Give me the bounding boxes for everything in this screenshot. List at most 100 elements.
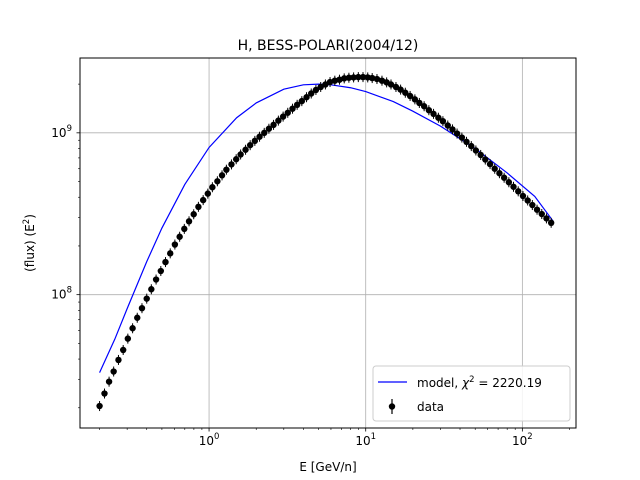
legend-model-value: = 2220.19 [475, 376, 542, 390]
data-point [416, 99, 423, 107]
data-point [359, 73, 367, 81]
data-point [373, 75, 381, 83]
data-point [439, 117, 447, 125]
data-point [397, 86, 404, 93]
data-point [162, 258, 169, 266]
data-point [157, 267, 165, 275]
data-point [138, 304, 146, 312]
data-point [482, 156, 489, 163]
data-point [167, 250, 174, 257]
data-point [430, 110, 437, 118]
data-point [519, 192, 527, 200]
y-tick-label: 109 [51, 124, 72, 140]
data-point [486, 160, 494, 168]
data-point [345, 74, 353, 81]
data-point [209, 184, 216, 191]
data-point [134, 314, 141, 321]
data-point [402, 89, 409, 96]
data-point [214, 178, 221, 185]
data-point [529, 201, 536, 209]
data-point [477, 151, 484, 159]
data-point [143, 295, 150, 302]
data-point [265, 125, 273, 132]
data-point [533, 206, 541, 213]
data-point [435, 114, 442, 121]
data-point [96, 402, 103, 410]
data-point [312, 86, 320, 94]
chart-title: H, BESS-POLARI(2004/12) [238, 38, 419, 54]
data-point [350, 74, 357, 81]
legend-model-label: model, χ2 = 2220.19 [417, 375, 542, 390]
data-point [195, 203, 202, 211]
data-point [543, 215, 550, 222]
data-point [444, 122, 451, 129]
data-point [472, 147, 480, 154]
data-point [105, 378, 113, 385]
data-point [341, 75, 348, 82]
plot-series [96, 72, 555, 412]
legend-model-text: model, [417, 376, 462, 390]
data-point [228, 161, 235, 168]
data-point [190, 211, 197, 218]
data-point [547, 219, 555, 227]
data-point [298, 97, 306, 105]
data-point [242, 146, 249, 153]
data-point [411, 96, 419, 103]
data-point [232, 156, 240, 163]
axis-ticks: 100 101 102 108 109 [51, 83, 570, 448]
data-point [368, 74, 376, 82]
plot-frame [79, 57, 577, 429]
data-point [119, 346, 127, 354]
data-point [204, 190, 212, 197]
data-point [308, 90, 315, 97]
data-point [453, 130, 461, 137]
data-point [279, 113, 287, 120]
y-axis-label: (flux) (E2) [22, 214, 37, 272]
legend-data-label: data [417, 400, 444, 414]
legend-chi-symbol: χ [461, 376, 470, 390]
data-point [148, 286, 155, 293]
data-point [256, 133, 263, 140]
data-point [185, 218, 193, 225]
data-point [129, 325, 136, 332]
data-point [387, 81, 395, 88]
data-point [449, 126, 456, 133]
data-point [176, 233, 183, 240]
data-point [538, 210, 545, 218]
y-axis-label-close: ) [23, 214, 37, 219]
data-point [463, 138, 470, 146]
data-point [496, 170, 503, 177]
data-point [124, 335, 132, 342]
data-point [289, 105, 296, 112]
data-point [293, 101, 301, 109]
data-point [270, 121, 277, 129]
data-point [223, 166, 230, 173]
data-point [458, 134, 466, 141]
x-tick-label: 102 [512, 432, 533, 448]
x-tick-label: 100 [199, 432, 220, 448]
data-point [199, 196, 207, 204]
data-point [284, 109, 291, 116]
data-point [152, 276, 160, 283]
data-point [355, 73, 362, 81]
y-axis-label-sup: 2 [22, 219, 32, 224]
data-point [303, 94, 310, 101]
data-point [406, 92, 414, 100]
data-point [110, 368, 117, 375]
data-point [425, 106, 433, 114]
legend-box [372, 365, 571, 422]
legend: model, χ2 = 2220.19 data [372, 365, 571, 422]
y-axis-label-text: (flux) (E [23, 224, 37, 272]
data-point [171, 241, 179, 248]
data-point [491, 165, 498, 172]
data-point [524, 197, 531, 204]
model-line [99, 83, 554, 373]
data-point [515, 188, 522, 195]
data-point [275, 117, 282, 124]
data-point [500, 174, 508, 181]
legend-data-marker [388, 403, 396, 410]
grid [80, 58, 576, 428]
data-point [246, 141, 254, 149]
data-point [251, 137, 259, 145]
